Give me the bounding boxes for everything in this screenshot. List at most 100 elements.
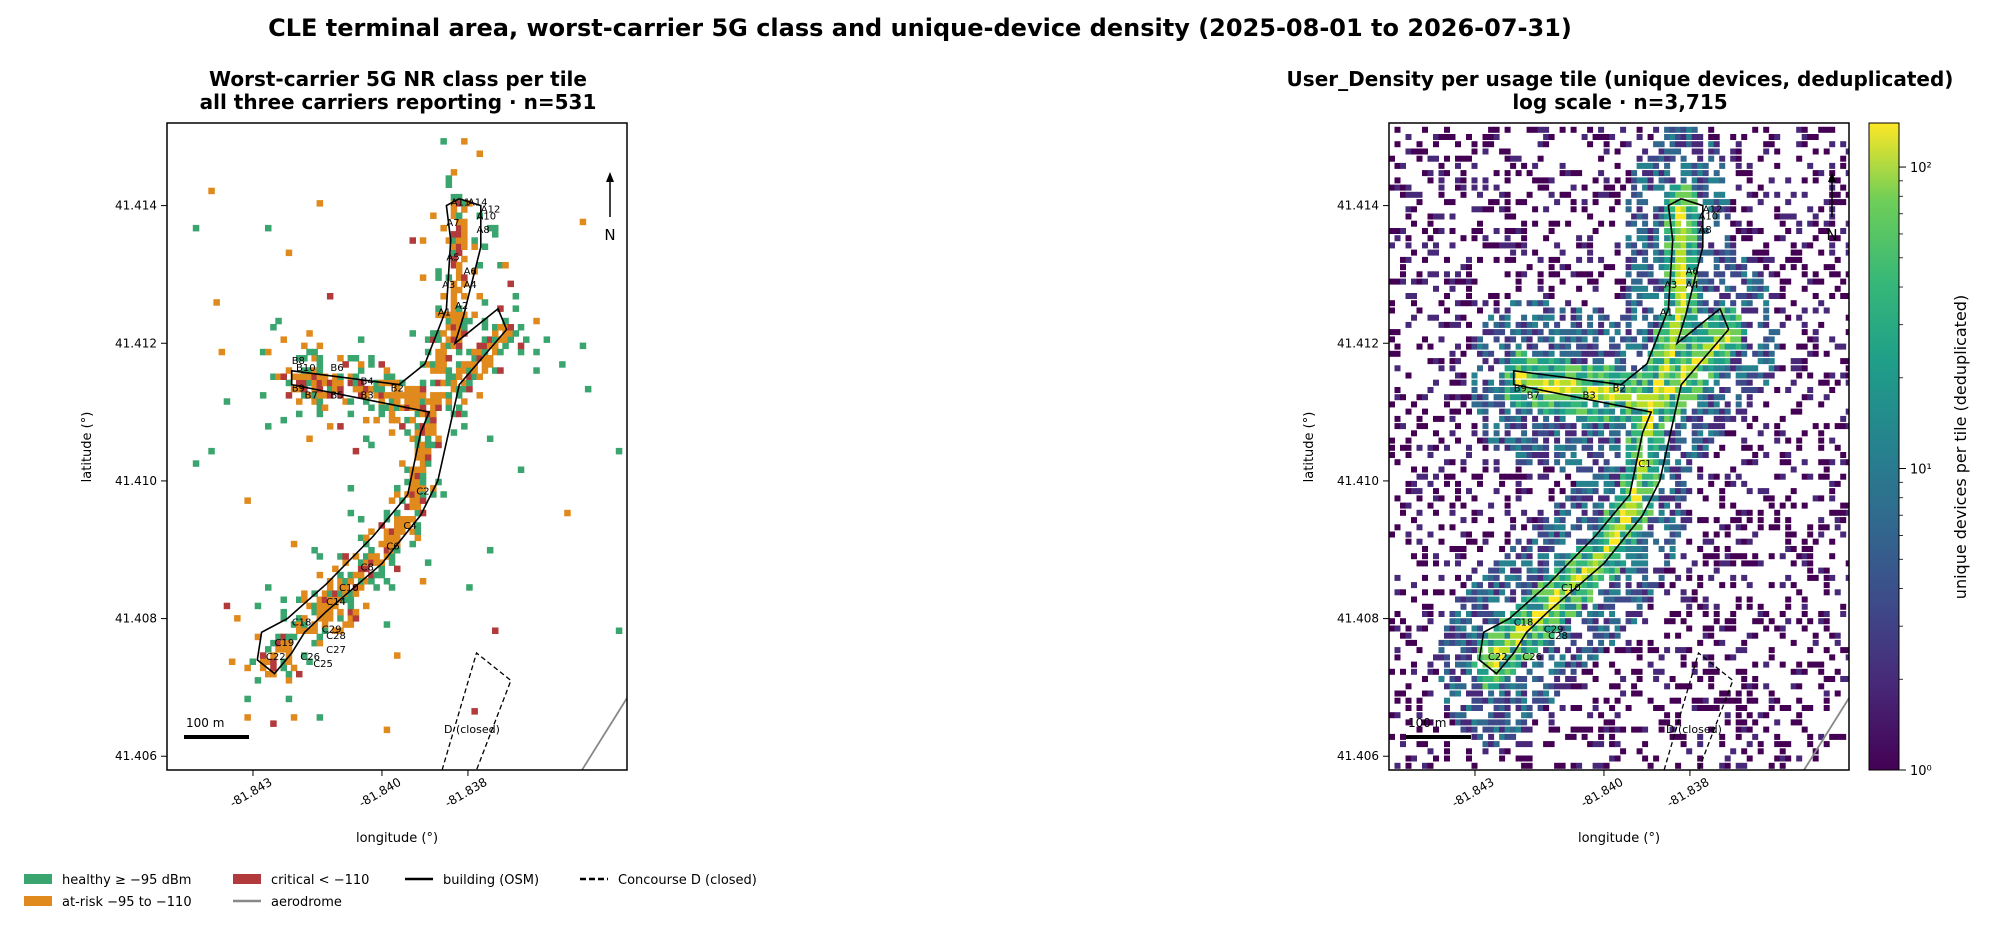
density-tile bbox=[1801, 264, 1808, 271]
density-tile bbox=[1570, 372, 1577, 379]
density-tile bbox=[1779, 582, 1786, 589]
class-tile bbox=[326, 602, 334, 610]
density-tile bbox=[1752, 661, 1759, 668]
class-tile bbox=[455, 193, 463, 201]
density-tile bbox=[1504, 387, 1511, 393]
density-tile bbox=[1642, 488, 1649, 495]
density-tile bbox=[1570, 632, 1577, 639]
density-tile bbox=[1664, 379, 1671, 386]
north-label: N bbox=[604, 226, 615, 244]
density-tile bbox=[1521, 437, 1528, 444]
density-tile bbox=[1658, 574, 1665, 581]
density-tile bbox=[1757, 256, 1764, 263]
density-tile bbox=[1614, 589, 1621, 596]
density-tile bbox=[1471, 509, 1478, 516]
density-tile bbox=[1680, 647, 1687, 654]
density-tile bbox=[1493, 321, 1500, 328]
density-tile bbox=[1543, 632, 1550, 639]
class-tile bbox=[347, 509, 355, 517]
density-tile bbox=[1741, 705, 1748, 711]
density-tile bbox=[1455, 423, 1461, 430]
density-tile bbox=[1466, 726, 1472, 733]
density-tile bbox=[1653, 423, 1660, 430]
density-tile bbox=[1730, 350, 1737, 357]
density-tile bbox=[1686, 256, 1693, 263]
density-tile bbox=[1389, 733, 1395, 740]
figure-suptitle: CLE terminal area, worst-carrier 5G clas… bbox=[268, 14, 1572, 42]
density-tile bbox=[1504, 235, 1511, 242]
density-tile bbox=[1785, 452, 1792, 458]
class-tile bbox=[342, 596, 349, 603]
density-tile bbox=[1581, 726, 1588, 733]
density-tile bbox=[1763, 256, 1770, 263]
density-tile bbox=[1664, 560, 1671, 567]
density-tile bbox=[1834, 668, 1841, 675]
density-tile bbox=[1669, 199, 1676, 206]
density-tile bbox=[1669, 372, 1676, 379]
class-tile bbox=[388, 528, 396, 535]
density-tile bbox=[1515, 387, 1522, 393]
density-tile bbox=[1499, 480, 1506, 487]
density-tile bbox=[1515, 343, 1522, 350]
density-tile bbox=[1609, 531, 1616, 538]
density-tile bbox=[1422, 473, 1428, 480]
density-tile bbox=[1554, 676, 1561, 682]
density-tile bbox=[1779, 473, 1786, 480]
density-tile bbox=[1548, 466, 1555, 473]
density-tile bbox=[1499, 206, 1506, 213]
density-tile bbox=[1829, 495, 1836, 502]
density-tile bbox=[1763, 307, 1770, 314]
class-tile bbox=[363, 534, 370, 542]
density-tile bbox=[1504, 307, 1511, 314]
density-tile bbox=[1416, 524, 1423, 531]
density-tile bbox=[1466, 285, 1472, 292]
density-tile bbox=[1636, 480, 1643, 487]
class-tile bbox=[316, 200, 324, 207]
density-tile bbox=[1631, 524, 1638, 531]
density-tile bbox=[1576, 321, 1583, 328]
density-tile bbox=[1675, 733, 1682, 740]
density-tile bbox=[1702, 560, 1709, 567]
density-tile bbox=[1570, 661, 1577, 668]
class-tile bbox=[409, 540, 416, 548]
density-tile bbox=[1614, 632, 1621, 639]
class-tile bbox=[285, 633, 293, 641]
density-tile bbox=[1658, 387, 1665, 393]
density-tile bbox=[1691, 220, 1698, 227]
density-tile bbox=[1686, 394, 1693, 401]
density-tile bbox=[1686, 228, 1693, 234]
density-tile bbox=[1653, 495, 1660, 502]
density-tile bbox=[1406, 770, 1412, 776]
class-tile bbox=[388, 540, 396, 548]
density-tile bbox=[1504, 191, 1511, 198]
density-tile bbox=[1543, 473, 1550, 480]
density-tile bbox=[1565, 423, 1572, 430]
density-tile bbox=[1554, 423, 1561, 430]
class-tile bbox=[461, 138, 468, 145]
y-tick-label: 41.408 bbox=[115, 612, 157, 626]
class-tile bbox=[471, 243, 478, 250]
density-tile bbox=[1471, 495, 1478, 502]
density-tile bbox=[1790, 488, 1797, 495]
density-tile bbox=[1466, 632, 1472, 639]
density-tile bbox=[1471, 603, 1478, 610]
class-tile bbox=[280, 373, 287, 380]
density-tile bbox=[1504, 676, 1511, 682]
density-tile bbox=[1499, 618, 1506, 625]
density-tile bbox=[1521, 220, 1528, 227]
density-tile bbox=[1471, 278, 1478, 285]
density-tile bbox=[1746, 170, 1753, 177]
density-tile bbox=[1625, 574, 1632, 581]
density-tile bbox=[1724, 264, 1731, 271]
density-tile bbox=[1411, 488, 1417, 495]
density-tile bbox=[1664, 618, 1671, 625]
density-tile bbox=[1713, 423, 1720, 430]
density-tile bbox=[1647, 365, 1654, 372]
density-tile bbox=[1482, 444, 1489, 451]
density-tile bbox=[1620, 480, 1627, 487]
density-tile bbox=[1741, 668, 1748, 675]
gate-label: A10 bbox=[477, 211, 497, 222]
density-tile bbox=[1653, 329, 1660, 336]
density-tile bbox=[1499, 546, 1506, 552]
class-tile bbox=[285, 658, 293, 665]
